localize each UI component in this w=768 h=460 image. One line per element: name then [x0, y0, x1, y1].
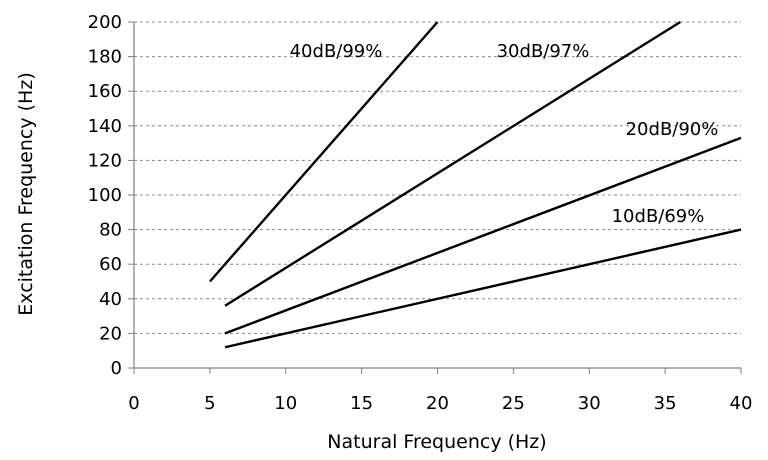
x-tick-label: 35	[654, 393, 677, 414]
series-line-20dB/90%	[224, 136, 742, 335]
y-tick-label: 180	[88, 47, 122, 68]
y-tick-label: 160	[88, 81, 122, 102]
series-line-30dB/97%	[224, 20, 681, 307]
series-label: 20dB/90%	[626, 119, 719, 140]
y-tick-label: 140	[88, 116, 122, 137]
series-line-10dB/69%	[224, 228, 742, 349]
y-tick-label: 0	[111, 358, 122, 379]
series-label: 10dB/69%	[612, 206, 705, 227]
y-tick-label: 20	[99, 323, 122, 344]
y-tick-label: 80	[99, 220, 122, 241]
y-tick-label: 200	[88, 12, 122, 33]
y-axis-title: Excitation Frequency (Hz)	[15, 72, 37, 315]
y-tick-label: 120	[88, 150, 122, 171]
series-annotations: 40dB/99% 30dB/97% 20dB/90% 10dB/69%	[290, 41, 719, 227]
y-tick-label: 60	[99, 254, 122, 275]
x-tick-label: 0	[128, 393, 139, 414]
tick-labels: 0 20 40 60 80 100 120 140 160 180 200 0 5 10 15 20 25 30 3…	[88, 12, 753, 414]
x-tick-label: 25	[502, 393, 525, 414]
x-tick-label: 15	[350, 393, 373, 414]
x-tick-label: 40	[730, 393, 753, 414]
axes	[128, 21, 742, 374]
y-tick-label: 40	[99, 289, 122, 310]
x-tick-label: 5	[204, 393, 215, 414]
series-label: 40dB/99%	[290, 41, 383, 62]
series-label: 30dB/97%	[497, 41, 590, 62]
x-tick-label: 20	[426, 393, 449, 414]
y-tick-label: 100	[88, 185, 122, 206]
x-axis-title: Natural Frequency (Hz)	[327, 431, 546, 453]
x-tick-label: 10	[274, 393, 297, 414]
series-lines	[208, 20, 742, 349]
gridlines	[134, 21, 741, 334]
x-tick-label: 30	[578, 393, 601, 414]
series-line-40dB/99%	[208, 21, 439, 283]
